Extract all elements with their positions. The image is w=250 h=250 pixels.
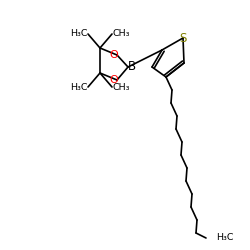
Text: H₃C: H₃C (216, 234, 234, 242)
Text: B: B (128, 60, 136, 74)
Text: S: S (179, 32, 187, 44)
Text: CH₃: CH₃ (112, 82, 130, 92)
Text: H₃C: H₃C (70, 30, 88, 38)
Text: H₃C: H₃C (70, 82, 88, 92)
Text: CH₃: CH₃ (112, 30, 130, 38)
Text: O: O (110, 75, 118, 85)
Text: O: O (110, 50, 118, 60)
